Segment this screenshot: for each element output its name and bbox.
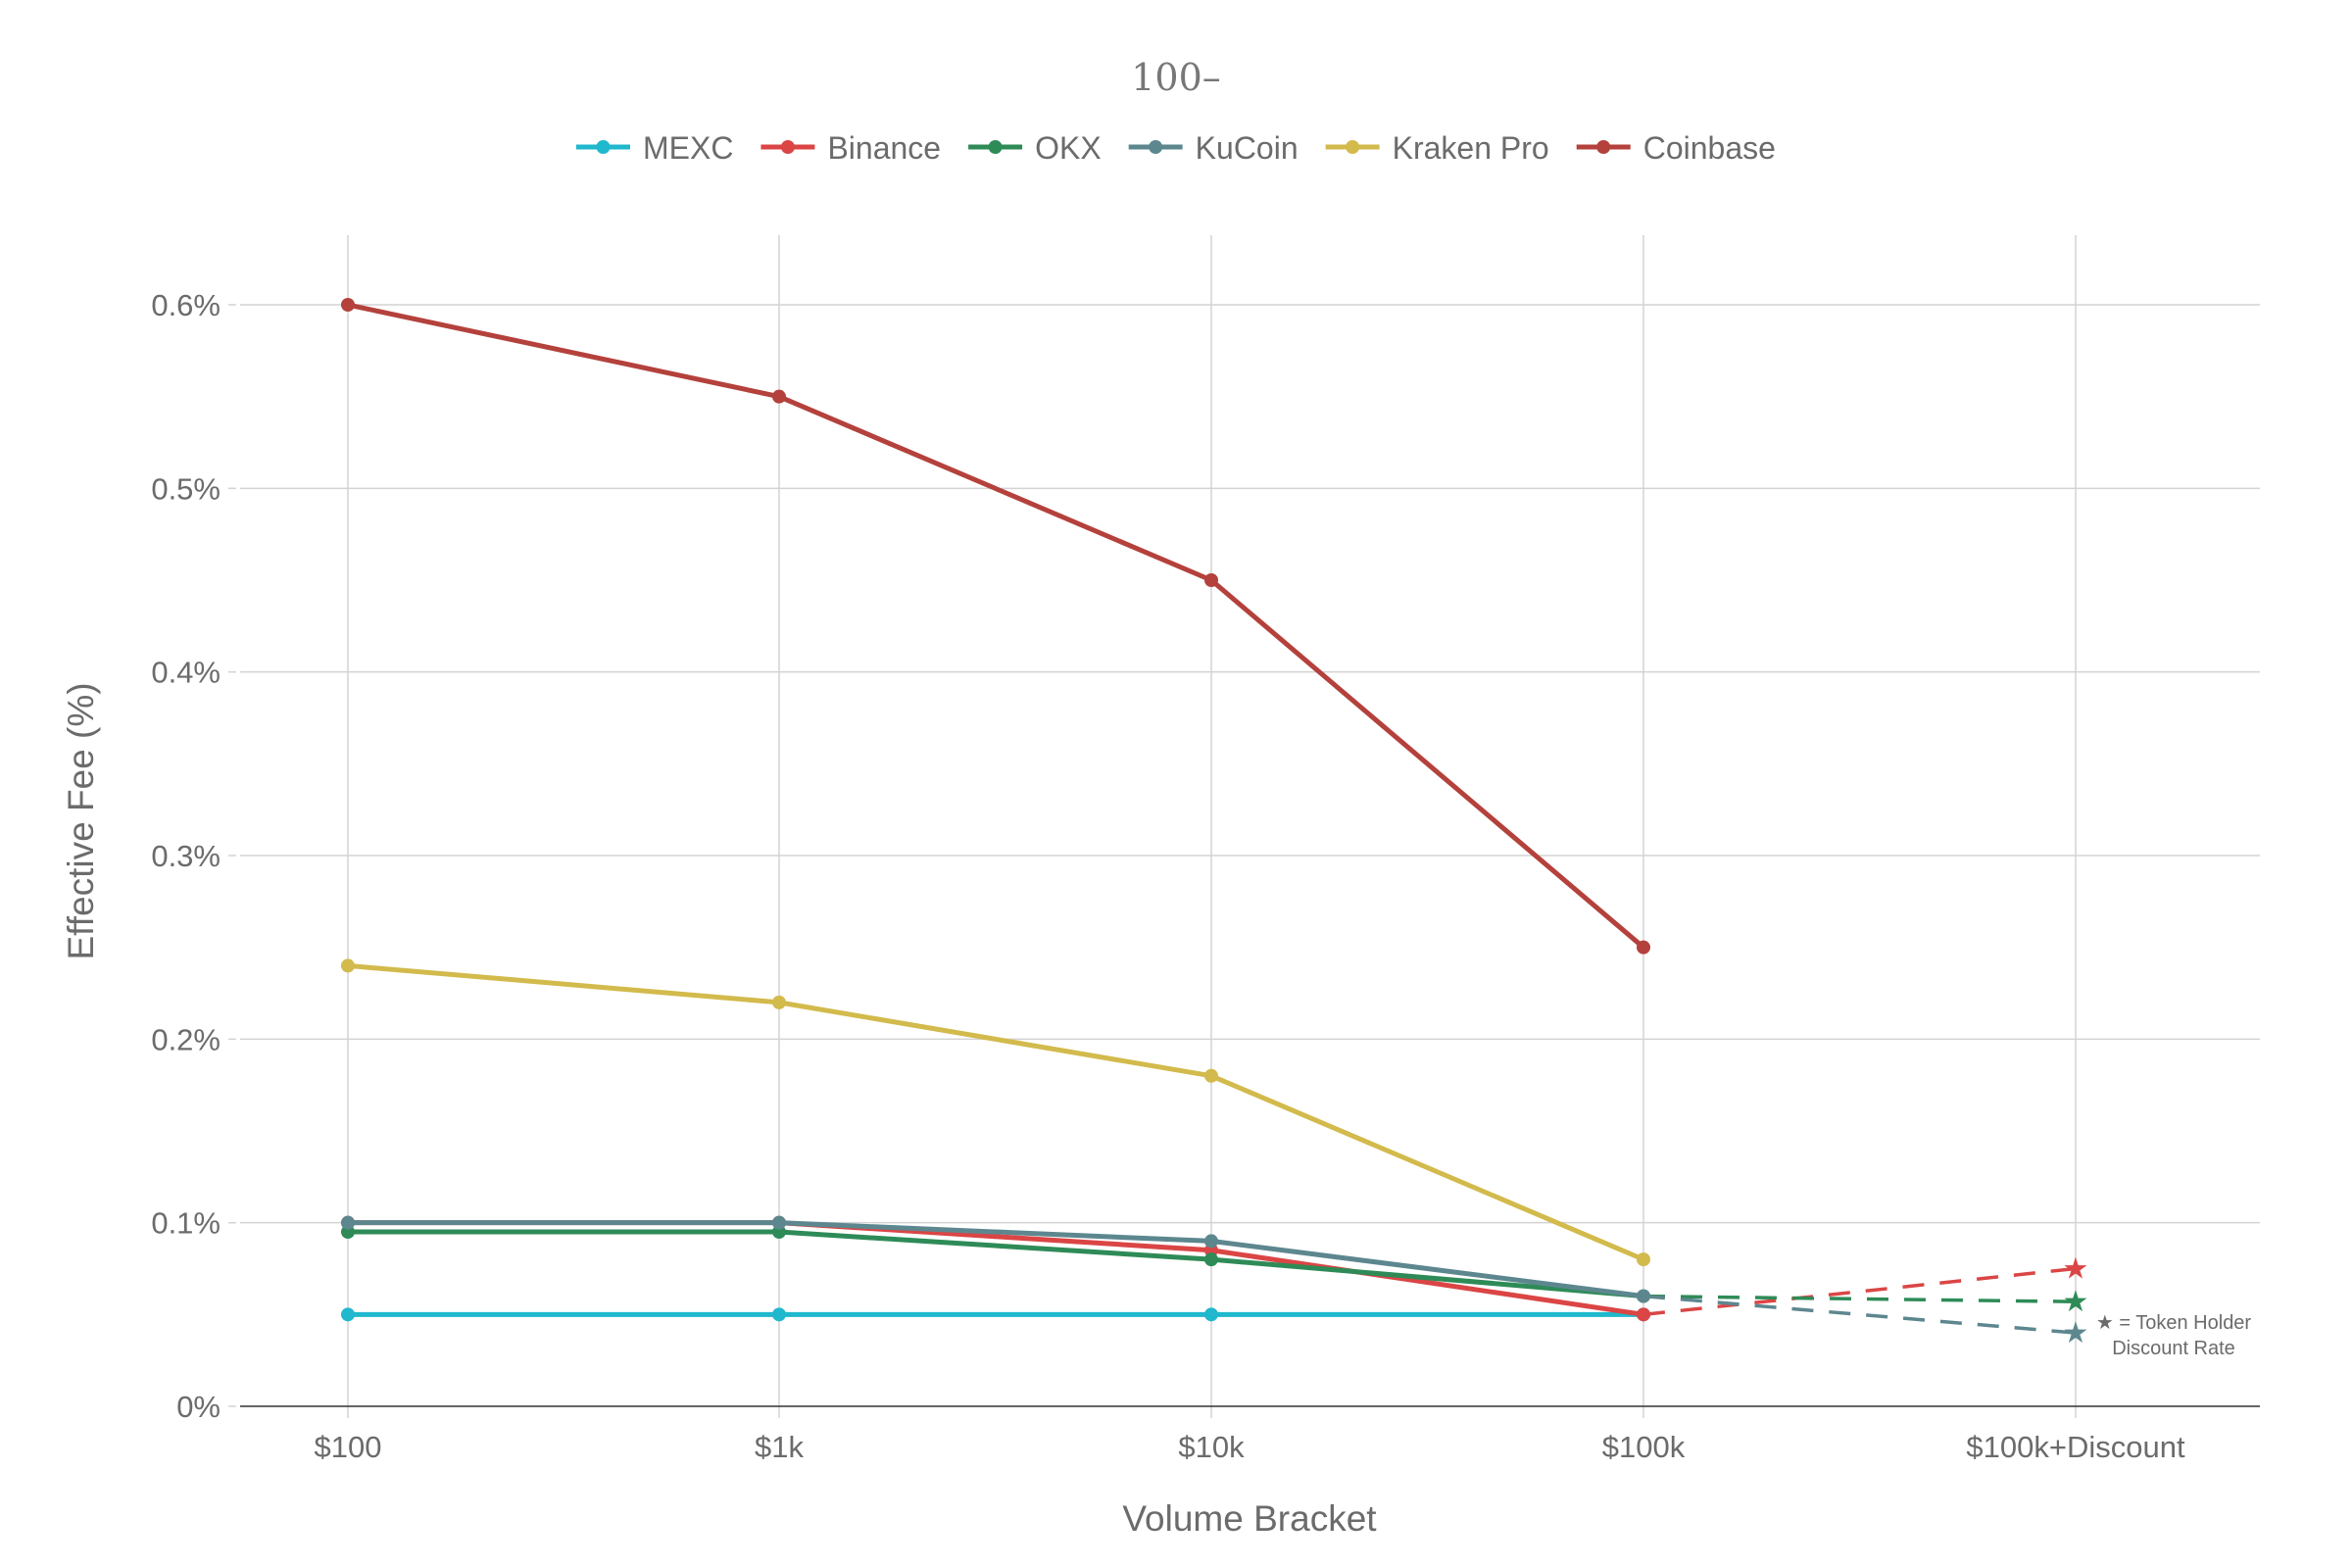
legend-marker-icon	[780, 140, 795, 154]
y-tick-label: 0.3%	[151, 839, 220, 873]
data-point	[772, 995, 786, 1009]
annotation-line-1: ★ = Token Holder	[2096, 1312, 2252, 1334]
discount-dashed-line	[1642, 1294, 2077, 1303]
y-tick-label: 0.1%	[151, 1206, 220, 1241]
legend-marker-icon	[596, 140, 611, 154]
legend-marker-icon	[1596, 140, 1611, 154]
legend-item[interactable]: Binance	[760, 130, 941, 166]
x-tick-label: $100k	[1602, 1430, 1686, 1464]
star-icon: ★	[2063, 1316, 2089, 1350]
x-tick-label: $10k	[1178, 1430, 1245, 1464]
y-tick-label: 0.5%	[151, 471, 220, 506]
legend-label: Kraken Pro	[1393, 130, 1549, 166]
y-tick-label: 0.2%	[151, 1022, 220, 1056]
data-point	[772, 389, 786, 404]
data-point	[1204, 1307, 1218, 1322]
grid	[240, 235, 2260, 1418]
data-point	[1204, 1252, 1218, 1267]
data-point	[1204, 1234, 1218, 1249]
legend-label: Binance	[827, 130, 941, 166]
series-line	[348, 1229, 1644, 1299]
series-line	[348, 1220, 1644, 1299]
star-icon: ★	[2063, 1285, 2089, 1319]
series-lines: ★★★	[341, 298, 2088, 1350]
x-tick-label: $1k	[755, 1430, 804, 1464]
data-point	[772, 1215, 786, 1230]
data-point	[1204, 573, 1218, 587]
x-tick-label: $100k+Discount	[1966, 1430, 2185, 1464]
legend-item[interactable]: Coinbase	[1576, 130, 1776, 166]
series-kucoin: ★	[341, 1215, 2089, 1350]
legend-item[interactable]: MEXC	[576, 130, 733, 166]
legend-item[interactable]: Kraken Pro	[1325, 130, 1549, 166]
data-point	[341, 1307, 355, 1322]
data-point	[772, 1307, 786, 1322]
data-point	[341, 958, 355, 973]
series-coinbase	[341, 298, 1650, 955]
y-tick-label: 0.6%	[151, 288, 220, 322]
series-mexc	[341, 1307, 1650, 1322]
axes: 0% 0.1% 0.2% 0.3% 0.4% 0.5% 0.6% $100 $1k $10k $10…	[151, 288, 2260, 1464]
legend-item[interactable]: KuCoin	[1128, 130, 1298, 166]
legend: MEXC Binance OKX KuCoin Kraken Pro Coinbase	[576, 130, 1776, 166]
y-tick-label: 0.4%	[151, 656, 220, 690]
y-axis-title: Effective Fee (%)	[61, 682, 101, 959]
legend-marker-icon	[1346, 140, 1360, 154]
series-kraken-pro	[341, 958, 1650, 1267]
annotation-line-2: Discount Rate	[2112, 1338, 2235, 1359]
legend-label: Coinbase	[1643, 130, 1776, 166]
data-point	[1637, 940, 1650, 955]
series-line	[348, 1220, 1644, 1317]
stray-label: 100–	[1131, 56, 1221, 99]
x-tick-label: $100	[315, 1430, 382, 1464]
data-point	[341, 298, 355, 312]
data-point	[1637, 1252, 1650, 1267]
x-axis-title: Volume Bracket	[1122, 1498, 1377, 1539]
discount-annotation: ★ = Token Holder Discount Rate	[2096, 1312, 2252, 1359]
series-line	[347, 962, 1644, 1262]
y-tick-label: 0%	[176, 1390, 220, 1424]
series-line	[347, 302, 1645, 950]
data-point	[1204, 1068, 1218, 1083]
discount-dashed-line	[1642, 1266, 2077, 1317]
legend-marker-icon	[1149, 140, 1163, 154]
legend-marker-icon	[988, 140, 1003, 154]
legend-label: MEXC	[643, 130, 733, 166]
legend-item[interactable]: OKX	[968, 130, 1102, 166]
star-icon: ★	[2063, 1252, 2089, 1287]
legend-label: KuCoin	[1196, 130, 1298, 166]
legend-label: OKX	[1035, 130, 1102, 166]
data-point	[341, 1215, 355, 1230]
discount-dashed-line	[1642, 1294, 2077, 1335]
